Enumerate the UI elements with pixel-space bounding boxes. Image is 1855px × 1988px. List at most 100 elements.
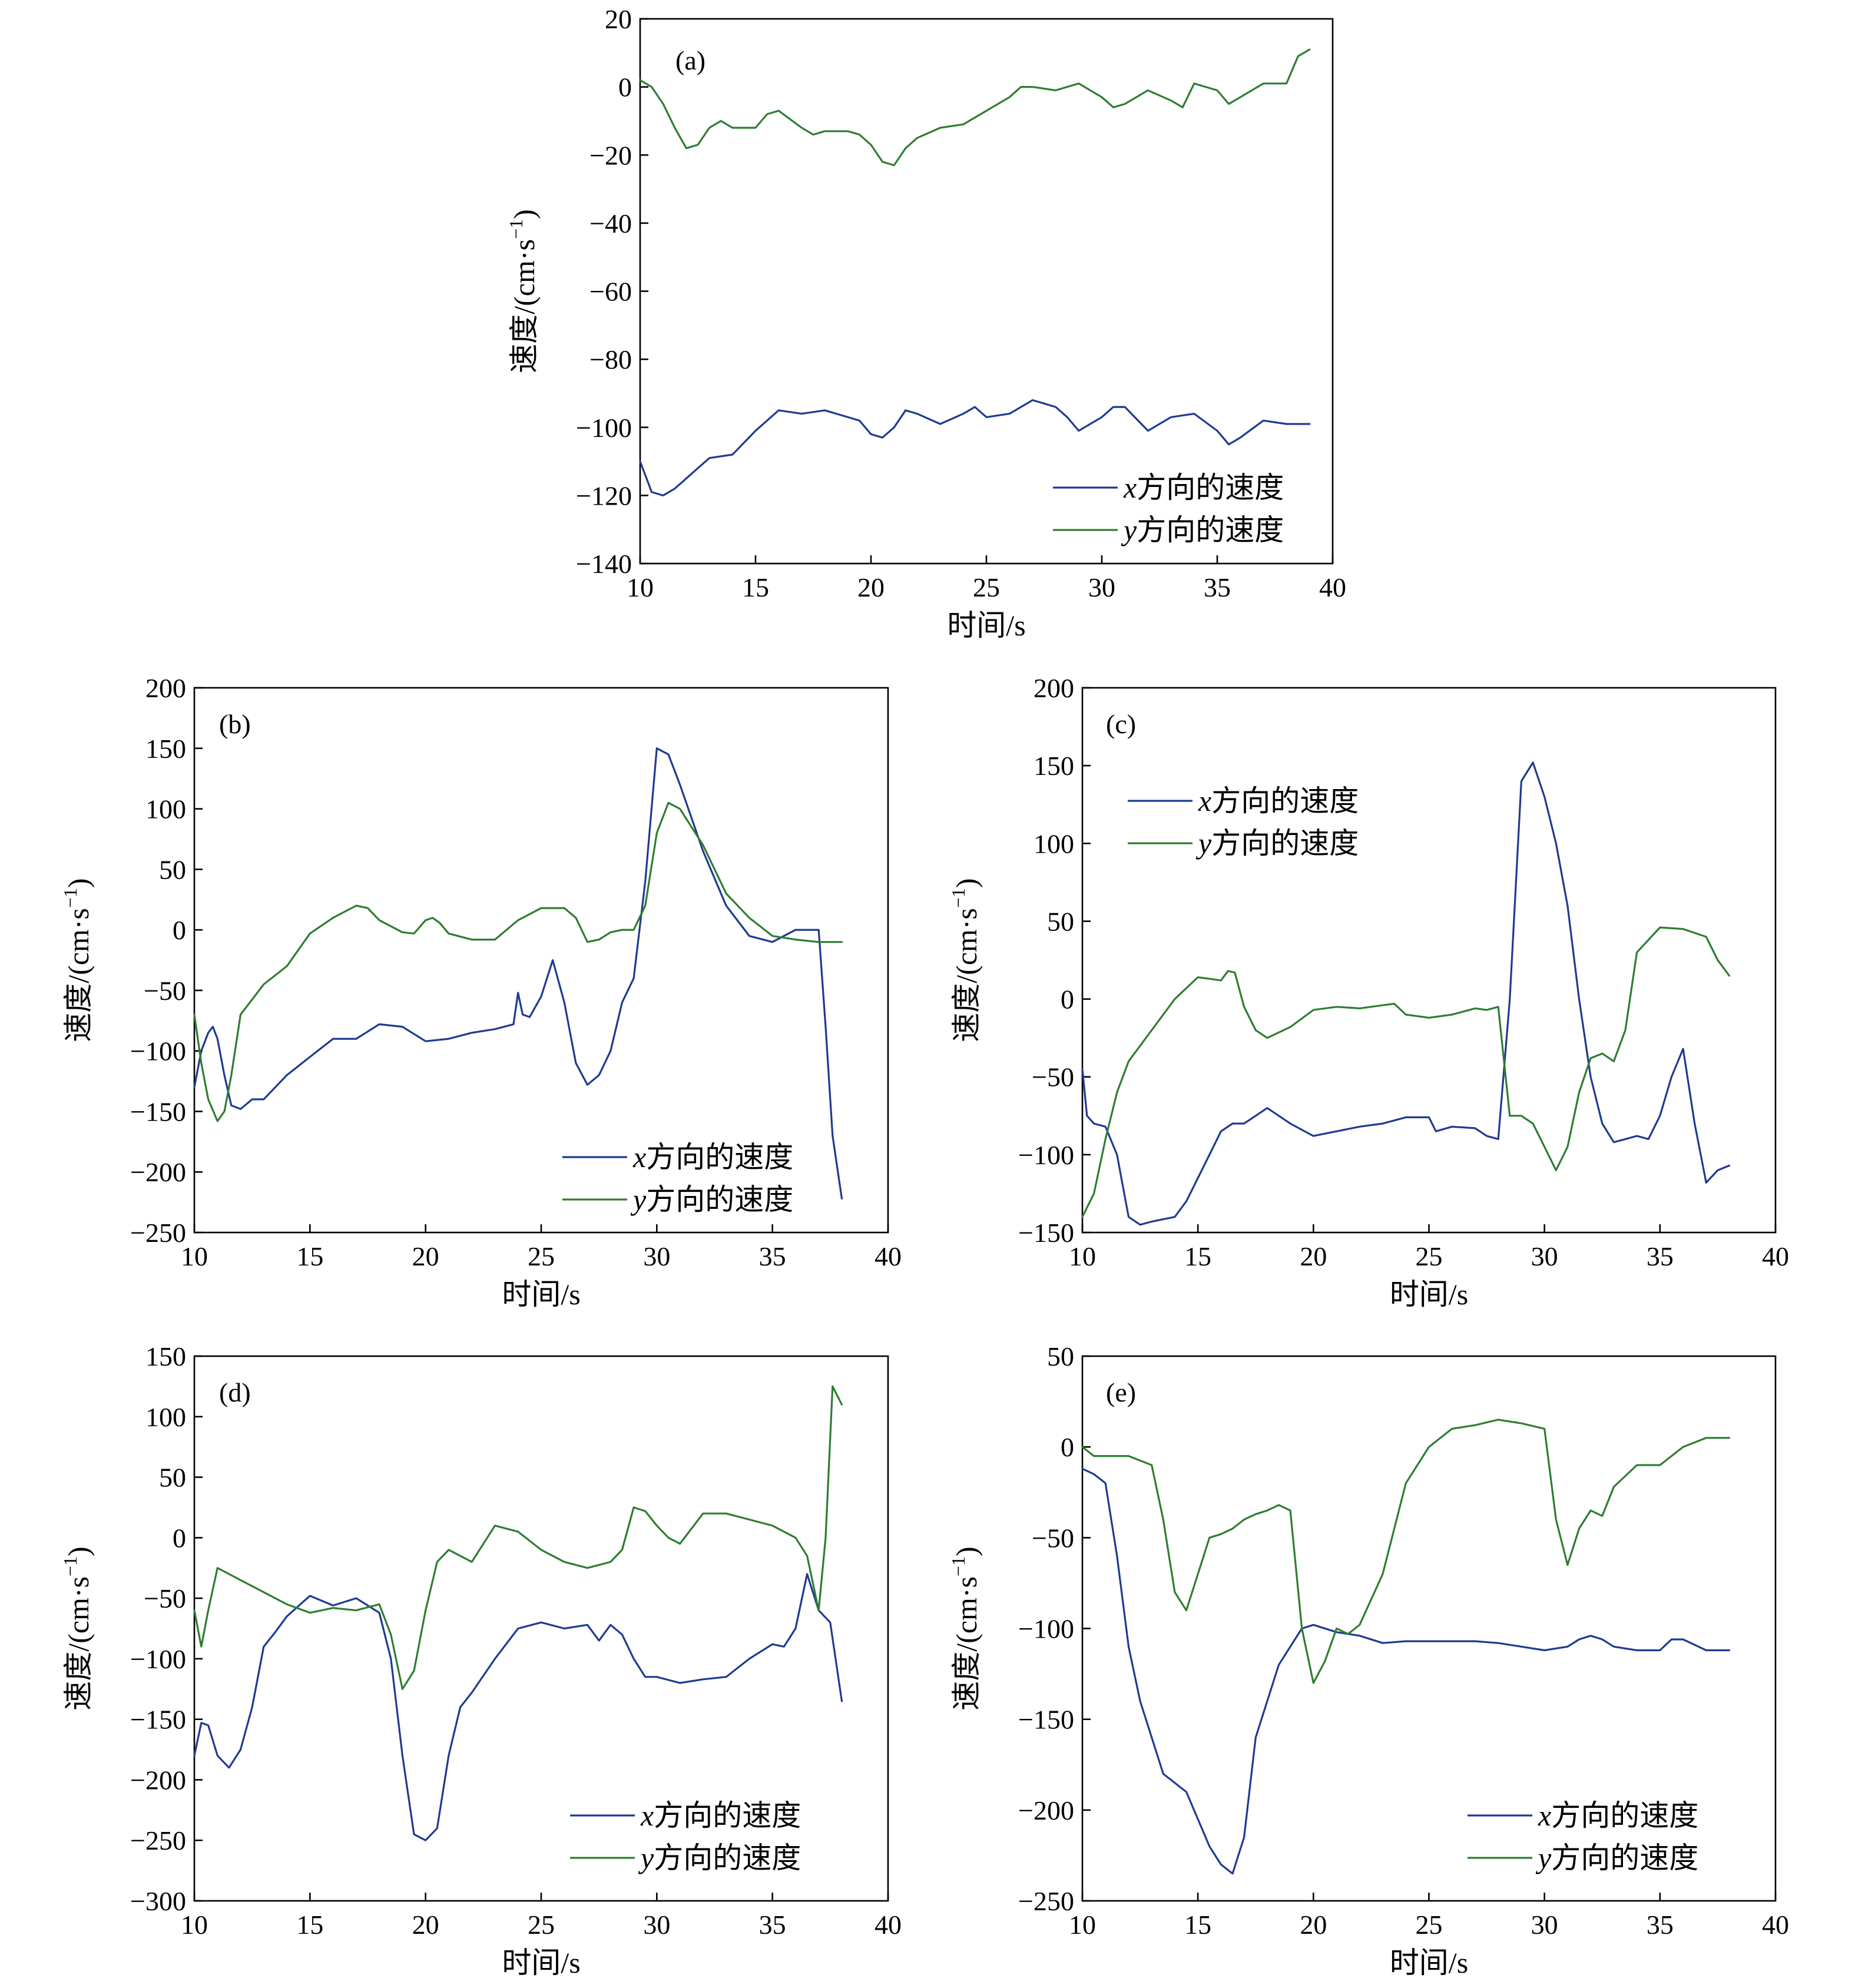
y-tick-label: −100 bbox=[130, 1644, 186, 1674]
x-tick-label: 10 bbox=[181, 1241, 208, 1271]
x-tick-label: 20 bbox=[412, 1241, 439, 1271]
legend-label-y: y方向的速度 bbox=[1121, 513, 1284, 546]
x-tick-label: 40 bbox=[874, 1241, 902, 1271]
legend-label-var: x bbox=[632, 1141, 646, 1174]
chart-panel-d: 10 15 20 25 30 35 40 −300 −250 −200 −150 −100 −50 0 50… bbox=[59, 1341, 902, 1979]
y-tick-label: 200 bbox=[145, 673, 186, 703]
y-axis-title-sup: −1 bbox=[948, 1556, 969, 1576]
y-tick-label: −20 bbox=[589, 140, 632, 170]
y-axis-title-close: ) bbox=[508, 209, 541, 219]
x-tick-label: 35 bbox=[1204, 572, 1231, 602]
y-axis-title-close: ) bbox=[62, 878, 95, 888]
legend-label-var: y bbox=[1121, 513, 1137, 546]
y-tick-label: −50 bbox=[1032, 1062, 1074, 1092]
y-tick-label: 0 bbox=[1061, 985, 1074, 1015]
plot-frame bbox=[1081, 687, 1777, 1234]
x-tick-label: 30 bbox=[1531, 1241, 1558, 1271]
legend-label-y: y方向的速度 bbox=[1535, 1841, 1698, 1874]
series-line-x-velocity bbox=[193, 747, 843, 1200]
x-tick-label: 10 bbox=[1069, 1910, 1096, 1940]
y-axis-title: 速度/(cm·s−1) bbox=[948, 878, 983, 1042]
legend-label-text: 方向的速度 bbox=[654, 1799, 801, 1832]
x-tick-label: 35 bbox=[1647, 1910, 1674, 1940]
legend-label-x: x方向的速度 bbox=[1123, 471, 1284, 504]
x-tick-label: 40 bbox=[1762, 1910, 1789, 1940]
y-axis-title-sup: −1 bbox=[59, 888, 81, 908]
panel-label: (c) bbox=[1106, 709, 1136, 739]
legend-label-y: y方向的速度 bbox=[1195, 827, 1359, 860]
x-tick-label: 35 bbox=[1647, 1241, 1674, 1271]
y-tick-label: 200 bbox=[1034, 673, 1074, 703]
panel-label: (d) bbox=[219, 1377, 251, 1407]
y-tick-label: −150 bbox=[1018, 1218, 1074, 1248]
y-tick-label: 50 bbox=[1047, 906, 1074, 936]
series-line-y-velocity bbox=[1081, 926, 1731, 1218]
legend-label-y: y方向的速度 bbox=[630, 1183, 793, 1216]
x-tick-label: 20 bbox=[1300, 1910, 1327, 1940]
y-axis-title-main: 速度/(cm·s bbox=[950, 908, 983, 1042]
legend-label-text: 方向的速度 bbox=[1211, 784, 1359, 817]
series-line-y-velocity bbox=[193, 801, 843, 1122]
x-tick-label: 15 bbox=[1184, 1241, 1211, 1271]
y-axis-title-main: 速度/(cm·s bbox=[950, 1576, 983, 1711]
x-axis-title: 时间/s bbox=[502, 1278, 580, 1311]
legend-label-var: y bbox=[1535, 1841, 1552, 1874]
y-axis-title-main: 速度/(cm·s bbox=[62, 1576, 95, 1711]
x-tick-label: 35 bbox=[759, 1910, 786, 1940]
y-tick-label: 150 bbox=[145, 734, 186, 764]
x-axis-title: 时间/s bbox=[1390, 1278, 1468, 1311]
y-tick-label: 150 bbox=[145, 1341, 186, 1371]
y-tick-label: −150 bbox=[130, 1096, 186, 1126]
y-axis-title: 速度/(cm·s−1) bbox=[59, 878, 95, 1042]
chart-panel-e: 10 15 20 25 30 35 40 −250 −200 −150 −100 −50 0 50 时间/s… bbox=[948, 1341, 1789, 1979]
x-tick-label: 15 bbox=[742, 572, 769, 602]
legend-label-var: x bbox=[640, 1799, 654, 1832]
x-tick-label: 25 bbox=[1416, 1910, 1443, 1940]
y-axis-title-close: ) bbox=[950, 1546, 983, 1556]
y-tick-label: −300 bbox=[130, 1886, 186, 1916]
panel-label: (b) bbox=[219, 709, 251, 739]
y-tick-label: 150 bbox=[1034, 751, 1074, 781]
y-tick-label: −200 bbox=[130, 1765, 186, 1795]
y-axis-title-main: 速度/(cm·s bbox=[508, 239, 541, 373]
x-tick-label: 25 bbox=[973, 572, 1000, 602]
y-tick-label: 50 bbox=[159, 854, 186, 884]
x-tick-label: 30 bbox=[643, 1910, 670, 1940]
y-axis-title-sup: −1 bbox=[948, 888, 969, 908]
y-axis-title-close: ) bbox=[950, 878, 983, 888]
y-tick-label: 50 bbox=[159, 1463, 186, 1493]
legend-label-x: x方向的速度 bbox=[1538, 1799, 1698, 1832]
legend-label-text: 方向的速度 bbox=[1551, 1841, 1698, 1874]
chart-panel-b: 10 15 20 25 30 35 40 −250 −200 −150 −100 −50 0 50 100 1… bbox=[59, 673, 902, 1311]
x-tick-label: 10 bbox=[627, 572, 654, 602]
x-tick-label: 30 bbox=[1531, 1910, 1558, 1940]
y-tick-label: −100 bbox=[1018, 1140, 1074, 1170]
legend-label-x: x方向的速度 bbox=[1198, 784, 1359, 817]
y-tick-label: 0 bbox=[173, 915, 186, 945]
y-tick-label: −100 bbox=[1018, 1614, 1074, 1644]
legend-label-x: x方向的速度 bbox=[632, 1141, 793, 1174]
y-axis-title-sup: −1 bbox=[59, 1556, 81, 1576]
y-tick-label: −150 bbox=[130, 1705, 186, 1735]
x-tick-label: 25 bbox=[528, 1241, 555, 1271]
y-tick-label: −250 bbox=[130, 1825, 186, 1856]
series-line-x-velocity bbox=[1081, 761, 1731, 1226]
x-axis-title: 时间/s bbox=[947, 609, 1025, 642]
legend: x方向的速度 y方向的速度 bbox=[562, 1141, 793, 1216]
y-tick-label: −50 bbox=[144, 1583, 186, 1613]
legend-label-text: 方向的速度 bbox=[646, 1141, 793, 1174]
y-tick-label: −50 bbox=[144, 976, 186, 1006]
x-tick-label: 10 bbox=[181, 1910, 208, 1940]
series-line-y-velocity bbox=[639, 48, 1311, 167]
legend-label-var: x bbox=[1123, 471, 1137, 504]
legend-label-text: 方向的速度 bbox=[1551, 1799, 1698, 1832]
y-tick-label: −250 bbox=[130, 1218, 186, 1248]
y-tick-label: 50 bbox=[1047, 1341, 1074, 1371]
x-tick-label: 20 bbox=[1300, 1241, 1327, 1271]
x-tick-label: 40 bbox=[874, 1910, 902, 1940]
y-tick-label: −100 bbox=[130, 1036, 186, 1066]
y-axis-title-main: 速度/(cm·s bbox=[62, 908, 95, 1042]
